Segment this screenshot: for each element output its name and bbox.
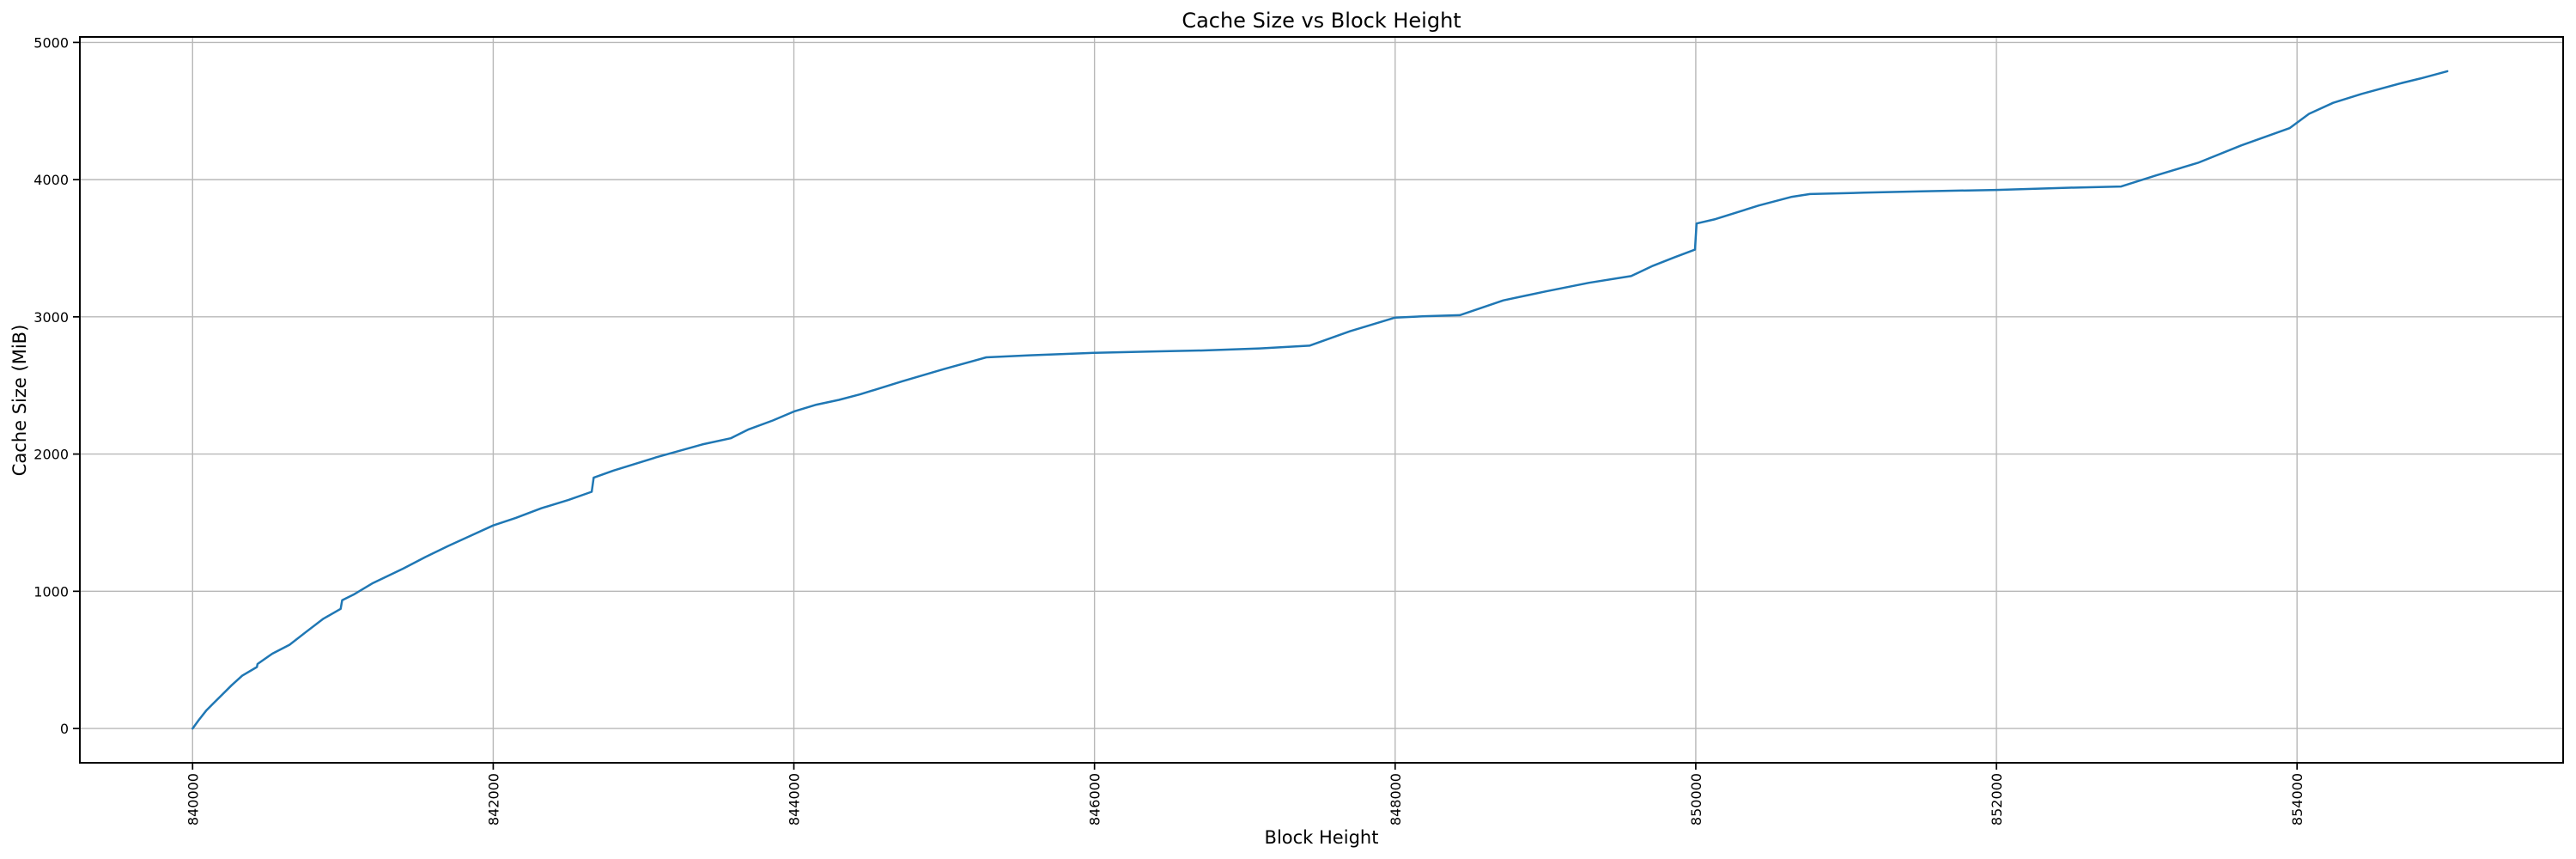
chart-title: Cache Size vs Block Height: [1182, 9, 1461, 33]
x-tick-label: 840000: [185, 773, 201, 825]
y-tick-label: 2000: [33, 447, 69, 463]
axis-ticks: [73, 41, 2298, 770]
plot-border: [79, 36, 2564, 764]
x-tick-label: 842000: [485, 773, 501, 825]
y-tick-label: 1000: [33, 583, 69, 600]
x-axis-label: Block Height: [1265, 827, 1379, 848]
x-tick-label: 850000: [1688, 773, 1704, 825]
x-tick-label: 848000: [1388, 773, 1404, 825]
x-tick-label: 846000: [1087, 773, 1103, 825]
y-tick-label: 4000: [33, 172, 69, 188]
tick-labels: 840000 842000 844000 846000 848000 850000 8520…: [33, 34, 2306, 825]
x-tick-label: 844000: [787, 773, 803, 825]
x-tick-label: 854000: [2289, 773, 2306, 825]
data-series-layer: [191, 70, 2449, 730]
y-tick-label: 5000: [33, 34, 69, 51]
cache-size-line: [191, 70, 2449, 730]
gridlines: [80, 37, 2563, 763]
x-tick-label: 852000: [1989, 773, 2005, 825]
y-tick-label: 3000: [33, 309, 69, 326]
y-axis-label: Cache Size (MiB): [9, 325, 30, 477]
y-tick-label: 0: [60, 721, 69, 737]
